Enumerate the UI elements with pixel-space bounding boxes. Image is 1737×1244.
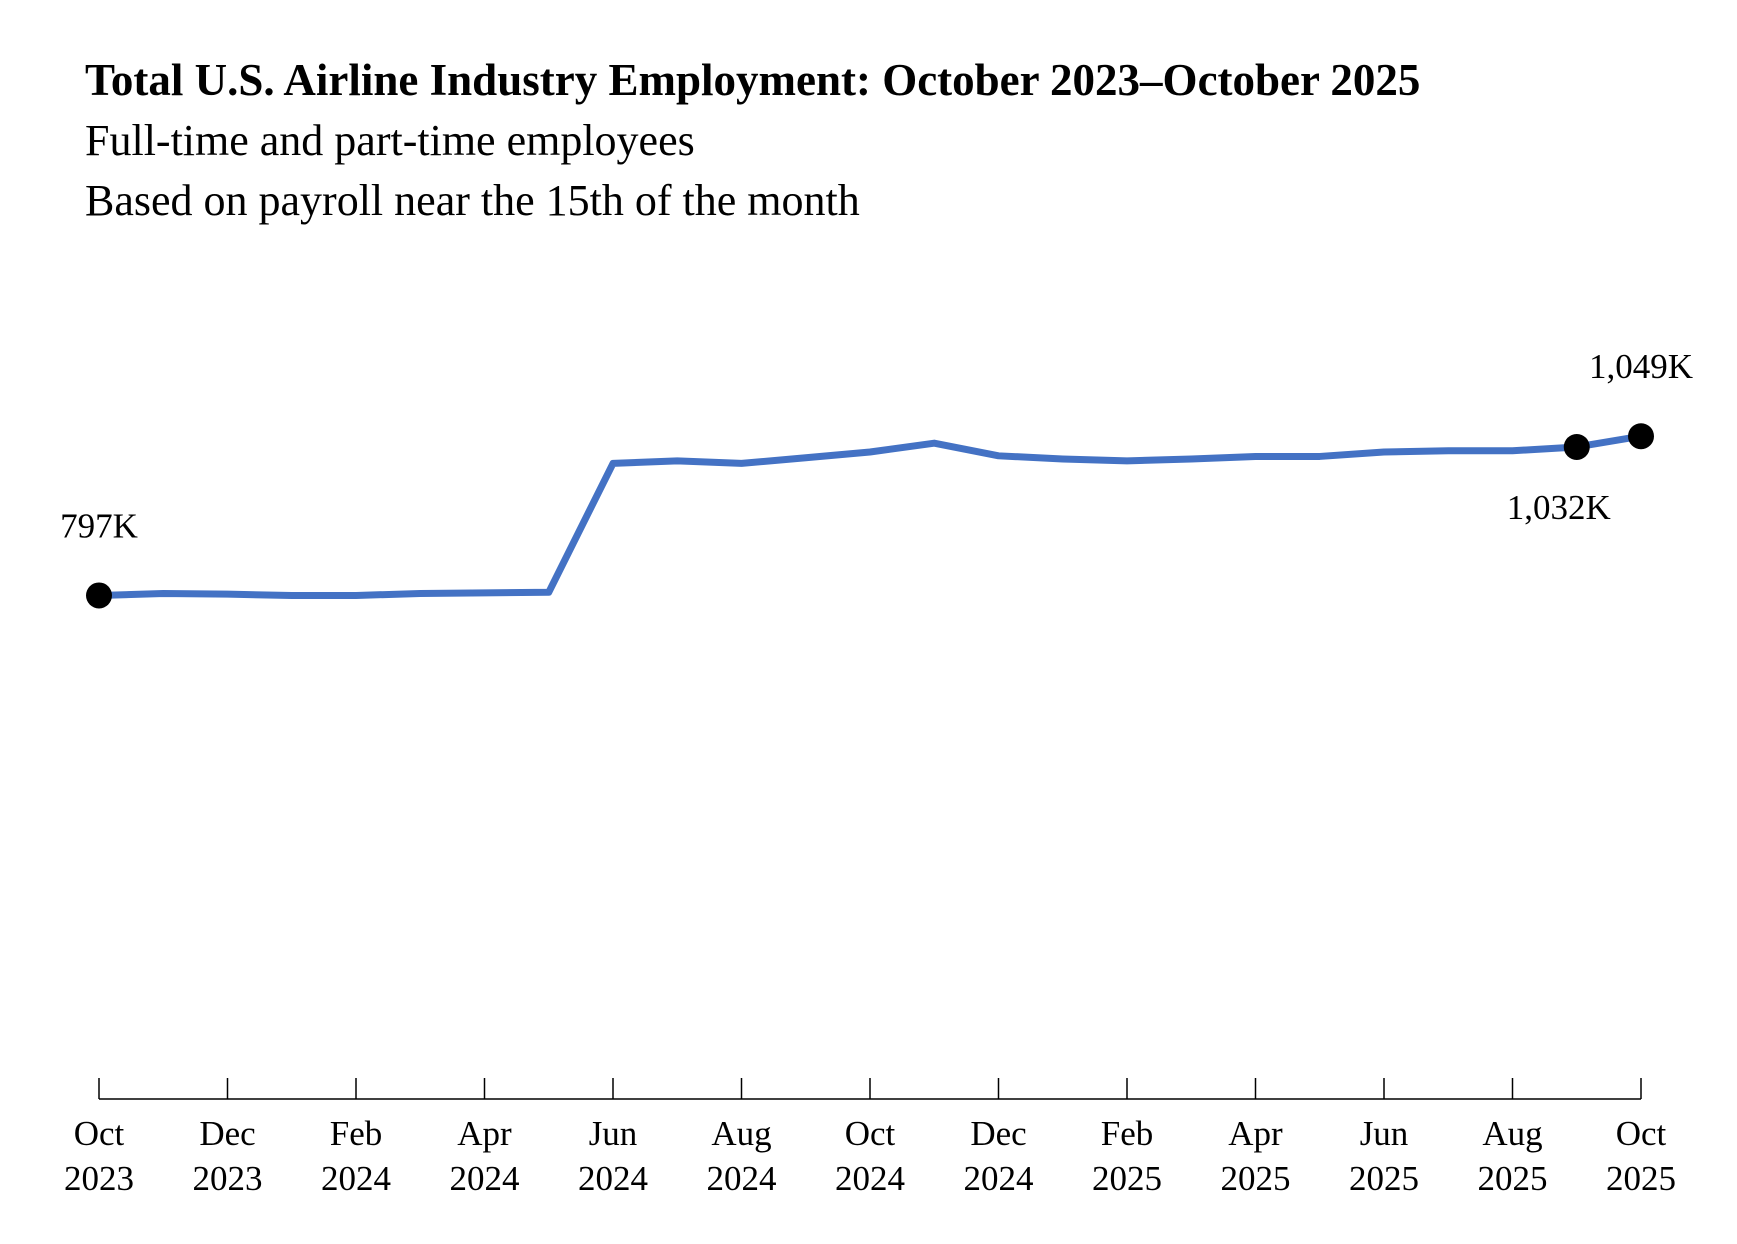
- x-tick-label-month: Jun: [1360, 1114, 1409, 1153]
- x-tick-label-month: Oct: [845, 1114, 896, 1153]
- x-tick-label-month: Oct: [1616, 1114, 1667, 1153]
- x-tick-label-year: 2025: [1349, 1159, 1419, 1198]
- series-line: [98, 432, 1642, 599]
- x-tick-label-month: Apr: [1228, 1114, 1283, 1153]
- x-tick-label-month: Oct: [74, 1114, 125, 1153]
- x-tick-label-year: 2025: [1478, 1159, 1548, 1198]
- x-tick-label-year: 2024: [835, 1159, 905, 1198]
- data-point-marker: [1563, 433, 1590, 460]
- chart-subtitle-1: Full-time and part-time employees: [85, 116, 695, 165]
- x-tick-label-year: 2023: [64, 1159, 134, 1198]
- x-tick-label-year: 2024: [450, 1159, 520, 1198]
- x-tick-label-month: Dec: [970, 1114, 1026, 1153]
- x-tick-label-month: Dec: [199, 1114, 255, 1153]
- x-tick-label-year: 2023: [193, 1159, 263, 1198]
- x-tick-label-year: 2024: [707, 1159, 777, 1198]
- x-tick-label-year: 2025: [1221, 1159, 1291, 1198]
- data-point-marker: [86, 582, 112, 609]
- x-tick-label-year: 2025: [1092, 1159, 1162, 1198]
- x-tick-label-month: Feb: [1101, 1114, 1154, 1153]
- chart-title: Total U.S. Airline Industry Employment: …: [85, 55, 1420, 105]
- x-tick-label-month: Aug: [1482, 1114, 1542, 1153]
- data-point-marker: [1628, 423, 1654, 450]
- x-tick-label-year: 2024: [578, 1159, 648, 1198]
- x-tick-label-year: 2024: [321, 1159, 391, 1198]
- data-label: 1,032K: [1507, 488, 1611, 527]
- data-label: 1,049K: [1589, 347, 1693, 386]
- data-label: 797K: [60, 506, 138, 545]
- x-tick-label-month: Jun: [589, 1114, 638, 1153]
- x-tick-label-month: Aug: [711, 1114, 771, 1153]
- x-tick-label-month: Apr: [457, 1114, 512, 1153]
- x-tick-label-year: 2025: [1606, 1159, 1676, 1198]
- x-tick-label-year: 2024: [964, 1159, 1034, 1198]
- chart-subtitle-2: Based on payroll near the 15th of the mo…: [85, 176, 860, 225]
- x-tick-label-month: Feb: [330, 1114, 383, 1153]
